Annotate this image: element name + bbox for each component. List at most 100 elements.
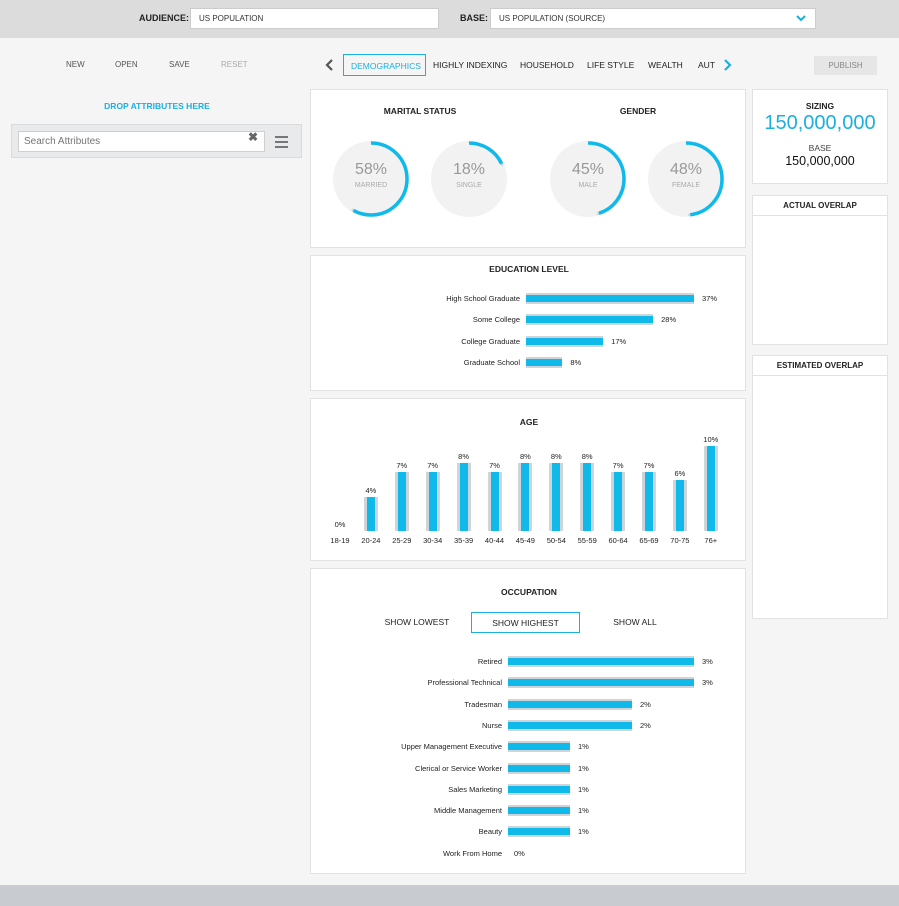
new-button[interactable]: NEW [66,60,85,69]
age-category-50-54: 50-54 [546,536,566,545]
bar-retired [508,658,694,665]
audience-input[interactable]: US POPULATION [190,8,439,29]
base-value: 150,000,000 [785,154,855,168]
bar-label-graduate-school: Graduate School [463,357,520,367]
age-bar-55-59 [583,463,592,531]
show-lowest-button[interactable]: SHOW LOWEST [384,617,450,627]
bar-middle-management [508,807,570,815]
bar-value-upper-management-executive: 1% [578,742,589,752]
save-button[interactable]: SAVE [169,60,190,69]
base-caption: BASE [808,143,832,153]
base-label: BASE: [460,13,489,23]
donut-background [550,141,626,217]
tab-highly-indexing[interactable]: HIGHLY INDEXING [433,60,508,70]
donut-male: 45% MALE [548,139,628,219]
age-category-35-39: 35-39 [454,536,474,545]
donut-arc [431,141,507,217]
age-category-20-24: 20-24 [361,536,381,545]
age-bar-40-44 [490,471,499,531]
tab-wealth[interactable]: WEALTH [648,60,683,70]
top-bar: AUDIENCE: US POPULATION BASE: US POPULAT… [0,0,899,38]
bar-value-middle-management: 1% [578,806,589,816]
chevron-left-icon[interactable] [324,58,334,72]
bar-graduate-school [526,358,563,366]
age-category-30-34: 30-34 [423,536,443,545]
age-category-18-19: 18-19 [330,536,350,545]
bar-value-college-graduate: 17% [611,336,627,346]
tab-demographics[interactable]: DEMOGRAPHICS [343,54,426,76]
age-bar-35-39 [459,463,468,531]
reset-button[interactable]: RESET [221,60,248,69]
age-value-65-69: 7% [643,460,655,470]
age-category-25-29: 25-29 [392,536,412,545]
age-category-45-49: 45-49 [515,536,535,545]
base-select[interactable]: US POPULATION (SOURCE) [490,8,816,29]
estimated-overlap-title: ESTIMATED OVERLAP [753,356,887,376]
bar-value-professional-technical: 3% [702,678,713,688]
marital-gender-panel: MARITAL STATUS GENDER 58% MARRIED 18% SINGL… [310,89,746,248]
age-title: AGE [519,417,539,427]
bar-clerical-or-service-worker [508,764,570,772]
age-category-55-59: 55-59 [577,536,597,545]
age-bar-45-49 [521,463,530,531]
age-category-76-: 76+ [704,536,718,545]
age-category-70-75: 70-75 [670,536,690,545]
donut-ring [333,141,409,217]
tab-auto[interactable]: AUT [698,60,715,70]
bar-value-nurse: 2% [640,720,651,730]
sizing-value: 150,000,000 [764,112,876,134]
gender-title: GENDER [619,106,657,116]
donut-background [648,141,724,217]
age-category-65-69: 65-69 [639,536,659,545]
bar-value-graduate-school: 8% [570,357,582,367]
donut-percent: 18% [452,161,486,178]
show-all-button[interactable]: SHOW ALL [613,617,657,627]
bar-upper-management-executive [508,743,570,751]
bar-label-work-from-home: Work From Home [442,848,502,858]
tab-life-style[interactable]: LIFE STYLE [587,60,635,70]
age-bar-50-54 [552,463,561,531]
bar-beauty [508,828,570,836]
age-value-60-64: 7% [612,460,624,470]
search-input[interactable] [18,131,265,152]
bar-tradesman [508,700,632,708]
age-bar-70-75 [675,480,684,531]
show-highest-button[interactable]: SHOW HIGHEST [471,612,580,633]
donut-label: MALE [578,182,598,189]
bar-label-tradesman: Tradesman [464,699,502,709]
bar-professional-technical [508,679,694,687]
donut-label: SINGLE [456,182,482,189]
open-button[interactable]: OPEN [115,60,138,69]
bar-value-tradesman: 2% [640,699,651,709]
search-bar: ✖ [11,124,302,158]
menu-icon[interactable] [275,136,288,151]
tab-household[interactable]: HOUSEHOLD [520,60,574,70]
education-title: EDUCATION LEVEL [489,264,569,274]
bottom-bar [0,885,899,906]
age-value-25-29: 7% [396,460,408,470]
donut-background [333,141,409,217]
bar-value-beauty: 1% [578,827,589,837]
age-value-76-: 10% [703,435,719,444]
donut-ring [550,141,626,217]
actual-overlap-panel: ACTUAL OVERLAP [752,195,888,345]
age-bar-30-34 [428,471,437,531]
age-value-18-19: 0% [334,520,346,529]
base-select-value: US POPULATION (SOURCE) [499,14,606,23]
chevron-right-icon[interactable] [723,58,733,72]
publish-button[interactable]: PUBLISH [814,56,877,75]
marital-status-title: MARITAL STATUS [383,106,457,116]
sizing-panel: SIZING 150,000,000 BASE 150,000,000 [752,89,888,184]
age-value-50-54: 8% [550,452,562,461]
drop-attributes-zone[interactable]: DROP ATTRIBUTES HERE [104,101,210,111]
bar-some-college [526,316,654,324]
bar-label-professional-technical: Professional Technical [427,678,503,688]
age-value-55-59: 8% [581,452,593,461]
bar-label-middle-management: Middle Management [434,806,502,816]
bar-label-college-graduate: College Graduate [461,336,520,346]
donut-arc [550,141,626,217]
age-bar-20-24 [366,497,375,531]
age-value-70-75: 6% [674,469,686,478]
bar-label-sales-marketing: Sales Marketing [448,784,502,794]
close-icon[interactable]: ✖ [248,130,259,144]
